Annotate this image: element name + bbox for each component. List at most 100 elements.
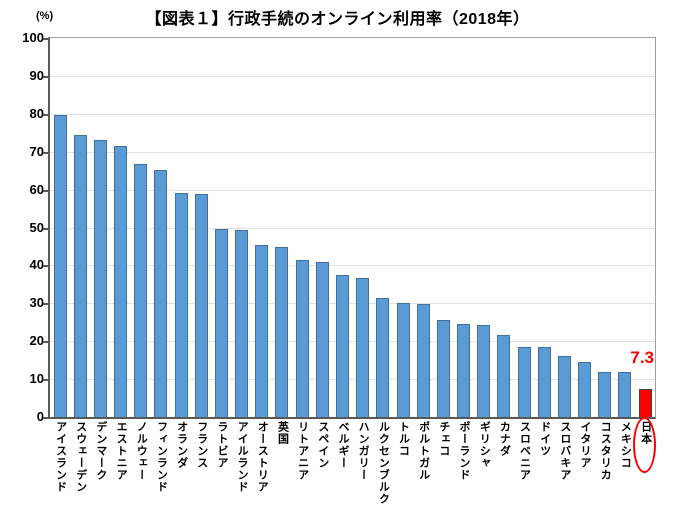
gridline-80 (50, 114, 655, 115)
bar-slot (433, 320, 453, 417)
x-axis-label: カナダ (498, 421, 511, 457)
bars-layer (50, 38, 655, 417)
x-axis-label: チェコ (437, 421, 450, 457)
bar-slot (191, 194, 211, 417)
y-axis-tickmark-50 (43, 228, 48, 230)
x-axis-slot: ポルトガル (413, 421, 433, 515)
bar-slot (615, 372, 635, 417)
x-axis-label: スペイン (316, 421, 329, 469)
bar-slot (373, 298, 393, 417)
gridline-70 (50, 152, 655, 153)
plot-area (48, 37, 656, 419)
gridline-90 (50, 76, 655, 77)
bar-slot (332, 275, 352, 417)
x-axis-slot: オーストリア (252, 421, 272, 515)
x-axis-slot: スロベニア (514, 421, 534, 515)
y-axis-ticks (43, 38, 48, 419)
x-axis-slot: エストニア (111, 421, 131, 515)
x-axis-slot: カナダ (494, 421, 514, 515)
bar-slot (353, 278, 373, 417)
x-axis-slot: コスタリカ (595, 421, 615, 515)
bar-ポーランド (457, 324, 471, 417)
bar-カナダ (497, 335, 511, 417)
y-axis-tickmark-0 (43, 417, 48, 419)
bar-slot (474, 325, 494, 417)
x-axis-label: アイスランド (54, 421, 67, 493)
bar-slot (131, 164, 151, 417)
bar-ハンガリー (356, 278, 370, 417)
x-axis-label: アイルランド (236, 421, 249, 493)
bar-slot (635, 389, 655, 417)
x-axis-slot: リトアニア (292, 421, 312, 515)
x-axis-label: ギリシャ (478, 421, 491, 469)
x-axis-label: デンマーク (94, 421, 107, 481)
gridline-60 (50, 190, 655, 191)
japan-highlight-ellipse (633, 417, 656, 473)
y-axis-tickmark-90 (43, 76, 48, 78)
bar-オーストリア (255, 245, 269, 417)
y-axis-tickmark-70 (43, 152, 48, 154)
bar-ベルギー (335, 275, 349, 417)
x-axis-slot: ハンガリー (353, 421, 373, 515)
bar-slot (252, 245, 272, 417)
y-axis-label-30: 30 (29, 295, 44, 310)
bar-slot (70, 135, 90, 417)
bar-アイスランド (53, 115, 67, 417)
chart-title: 【図表１】行政手続のオンライン利用率（2018年） (145, 11, 530, 28)
y-axis-tickmark-40 (43, 265, 48, 267)
x-axis-slot: ベルギー (332, 421, 352, 515)
y-axis-label-90: 90 (29, 68, 44, 83)
x-axis-label: スロバキア (558, 421, 571, 481)
y-axis-tickmark-10 (43, 379, 48, 381)
bar-ギリシャ (477, 325, 491, 417)
x-axis-label: トルコ (397, 421, 410, 457)
bar-ルクセンブルク (376, 298, 390, 417)
bar-スロベニア (517, 347, 531, 417)
x-axis-label: コスタリカ (599, 421, 612, 481)
x-axis-label: フランス (195, 421, 208, 469)
x-axis-slot: ドイツ (534, 421, 554, 515)
gridline-50 (50, 228, 655, 229)
y-axis-label-0: 0 (36, 409, 44, 424)
x-axis-slot: 英国 (272, 421, 292, 515)
x-axis-label: オランダ (175, 421, 188, 469)
bar-アイルランド (235, 230, 249, 417)
japan-value-label: 7.3 (630, 348, 654, 367)
x-axis-label: 英国 (276, 421, 289, 445)
bar-slot (292, 260, 312, 417)
bar-slot (494, 335, 514, 417)
x-axis-label: ポルトガル (417, 421, 430, 481)
bar-slot (554, 356, 574, 417)
x-axis-slot: ポーランド (453, 421, 473, 515)
bar-デンマーク (93, 140, 107, 417)
y-axis-label-100: 100 (22, 30, 44, 45)
y-axis-label-70: 70 (29, 144, 44, 159)
x-axis-label: スロベニア (518, 421, 531, 481)
bar-フランス (194, 194, 208, 417)
bar-トルコ (396, 303, 410, 417)
bar-slot (534, 347, 554, 417)
x-axis-label: リトアニア (296, 421, 309, 481)
bar-slot (90, 140, 110, 417)
bar-リトアニア (295, 260, 309, 417)
bar-slot (50, 115, 70, 417)
bar-ノルウェー (134, 164, 148, 417)
y-axis-tickmark-80 (43, 114, 48, 116)
y-axis-labels: 0 10 20 30 40 50 60 70 80 90 100 (0, 30, 44, 424)
y-axis-tickmark-100 (43, 38, 48, 40)
bar-スロバキア (557, 356, 571, 417)
bar-オランダ (174, 193, 188, 417)
bar-japan (638, 389, 652, 417)
x-axis-slot: ラトビア (211, 421, 231, 515)
x-axis-slot: ルクセンブルク (373, 421, 393, 515)
x-axis-slot: イタリア (574, 421, 594, 515)
bar-slot (453, 324, 473, 417)
x-axis-label: スウェーデン (74, 421, 87, 493)
bar-slot (211, 229, 231, 417)
x-axis-label: フィンランド (155, 421, 168, 493)
x-axis-slot: アイスランド (50, 421, 70, 515)
y-axis-label-40: 40 (29, 257, 44, 272)
bar-slot (312, 262, 332, 417)
bar-チェコ (436, 320, 450, 417)
